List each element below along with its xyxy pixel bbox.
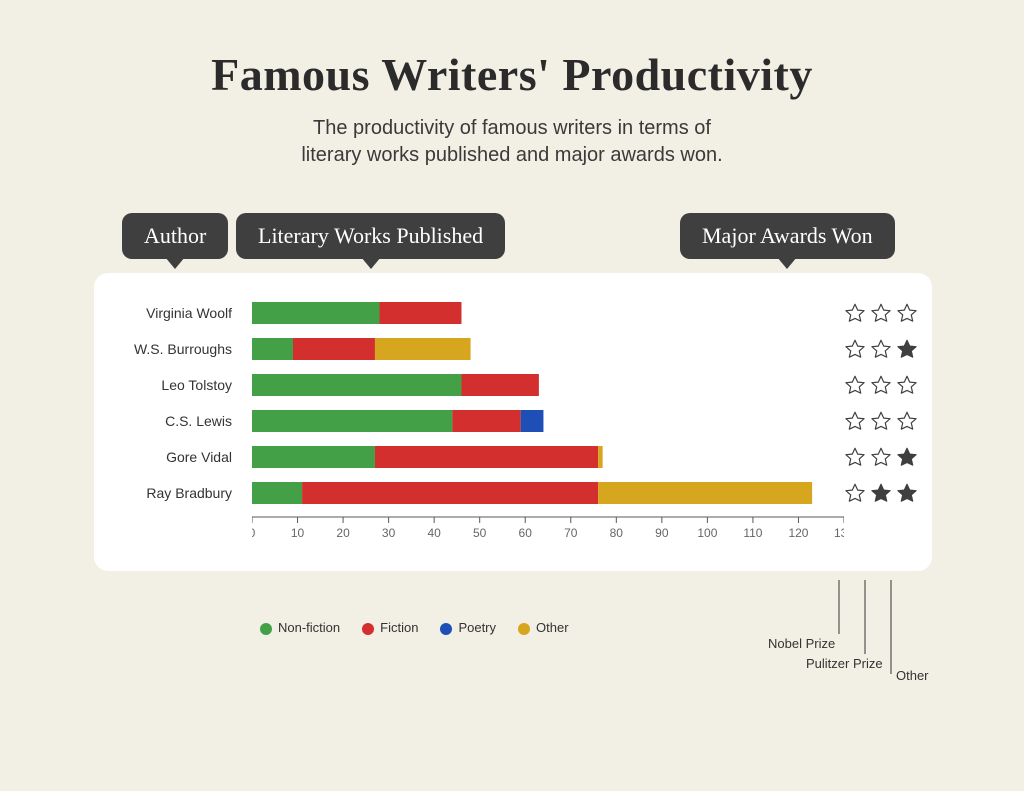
author-label: Ray Bradbury <box>94 485 242 501</box>
x-tick-label: 40 <box>427 526 441 540</box>
award-stars <box>828 482 918 504</box>
header-pills: Author Literary Works Published Major Aw… <box>60 213 964 273</box>
author-label: Gore Vidal <box>94 449 242 465</box>
bar-segment <box>252 374 461 396</box>
author-label: Virginia Woolf <box>94 305 242 321</box>
legend-label: Other <box>536 620 569 635</box>
award-stars <box>828 446 918 468</box>
subtitle-line-1: The productivity of famous writers in te… <box>313 117 711 139</box>
bar-segment <box>380 302 462 324</box>
star-filled-icon <box>896 446 918 468</box>
x-tick-label: 70 <box>564 526 578 540</box>
bar-segment <box>302 482 598 504</box>
star-filled-icon <box>870 482 892 504</box>
legend-item: Poetry <box>440 620 496 635</box>
x-tick-label: 10 <box>291 526 305 540</box>
legend-label: Poetry <box>458 620 496 635</box>
star-outline-icon <box>844 482 866 504</box>
star-outline-icon <box>896 302 918 324</box>
x-tick-label: 30 <box>382 526 396 540</box>
pill-works: Literary Works Published <box>236 213 505 259</box>
author-label: C.S. Lewis <box>94 413 242 429</box>
award-stars <box>828 338 918 360</box>
star-outline-icon <box>870 410 892 432</box>
star-outline-icon <box>844 338 866 360</box>
x-tick-label: 100 <box>697 526 717 540</box>
bar-segment <box>598 446 603 468</box>
award-stars <box>828 410 918 432</box>
x-tick-label: 20 <box>336 526 350 540</box>
chart-card: 0 10 20 30 40 50 60 70 80 90 100 110 120 130 Virginia… <box>94 273 932 571</box>
star-outline-icon <box>870 302 892 324</box>
x-tick-label: 60 <box>519 526 533 540</box>
star-outline-icon <box>844 302 866 324</box>
legend-item: Non-fiction <box>260 620 340 635</box>
bar-segment <box>252 446 375 468</box>
star-outline-icon <box>844 446 866 468</box>
legend-item: Fiction <box>362 620 418 635</box>
star-outline-icon <box>896 374 918 396</box>
works-bar-chart: 0 10 20 30 40 50 60 70 80 90 100 110 120 130 <box>252 285 844 545</box>
legend-swatch <box>362 623 374 635</box>
page-subtitle: The productivity of famous writers in te… <box>60 115 964 169</box>
star-outline-icon <box>896 410 918 432</box>
bar-segment <box>252 338 293 360</box>
x-tick-label: 0 <box>252 526 256 540</box>
x-tick-label: 110 <box>743 526 762 540</box>
pill-author: Author <box>122 213 228 259</box>
author-label: Leo Tolstoy <box>94 377 242 393</box>
star-filled-icon <box>896 338 918 360</box>
star-outline-icon <box>844 410 866 432</box>
bar-segment <box>598 482 812 504</box>
author-label: W.S. Burroughs <box>94 341 242 357</box>
award-legend-nobel: Nobel Prize <box>768 636 835 651</box>
pill-awards: Major Awards Won <box>680 213 895 259</box>
bar-segment <box>461 374 538 396</box>
legend-swatch <box>518 623 530 635</box>
x-tick-label: 120 <box>788 526 808 540</box>
award-stars <box>828 302 918 324</box>
bar-segment <box>521 410 544 432</box>
bar-segment <box>375 338 471 360</box>
legend-swatch <box>260 623 272 635</box>
star-filled-icon <box>896 482 918 504</box>
legend-swatch <box>440 623 452 635</box>
star-outline-icon <box>870 338 892 360</box>
star-outline-icon <box>870 374 892 396</box>
awards-legend: Nobel Prize Pulitzer Prize Other <box>786 580 966 700</box>
award-legend-pulitzer: Pulitzer Prize <box>806 656 883 671</box>
bar-segment <box>252 410 452 432</box>
x-tick-label: 90 <box>655 526 669 540</box>
legend-label: Fiction <box>380 620 418 635</box>
works-legend: Non-fiction Fiction Poetry Other <box>260 620 569 635</box>
page-title: Famous Writers' Productivity <box>60 48 964 101</box>
bar-segment <box>293 338 375 360</box>
star-outline-icon <box>844 374 866 396</box>
legend-item: Other <box>518 620 569 635</box>
x-tick-label: 50 <box>473 526 487 540</box>
star-outline-icon <box>870 446 892 468</box>
x-tick-label: 130 <box>834 526 844 540</box>
award-legend-other: Other <box>896 668 929 683</box>
legend-label: Non-fiction <box>278 620 340 635</box>
x-tick-label: 80 <box>610 526 624 540</box>
bar-segment <box>375 446 598 468</box>
bar-segment <box>252 302 380 324</box>
subtitle-line-2: literary works published and major award… <box>301 144 722 166</box>
award-stars <box>828 374 918 396</box>
bar-segment <box>452 410 520 432</box>
bar-segment <box>252 482 302 504</box>
